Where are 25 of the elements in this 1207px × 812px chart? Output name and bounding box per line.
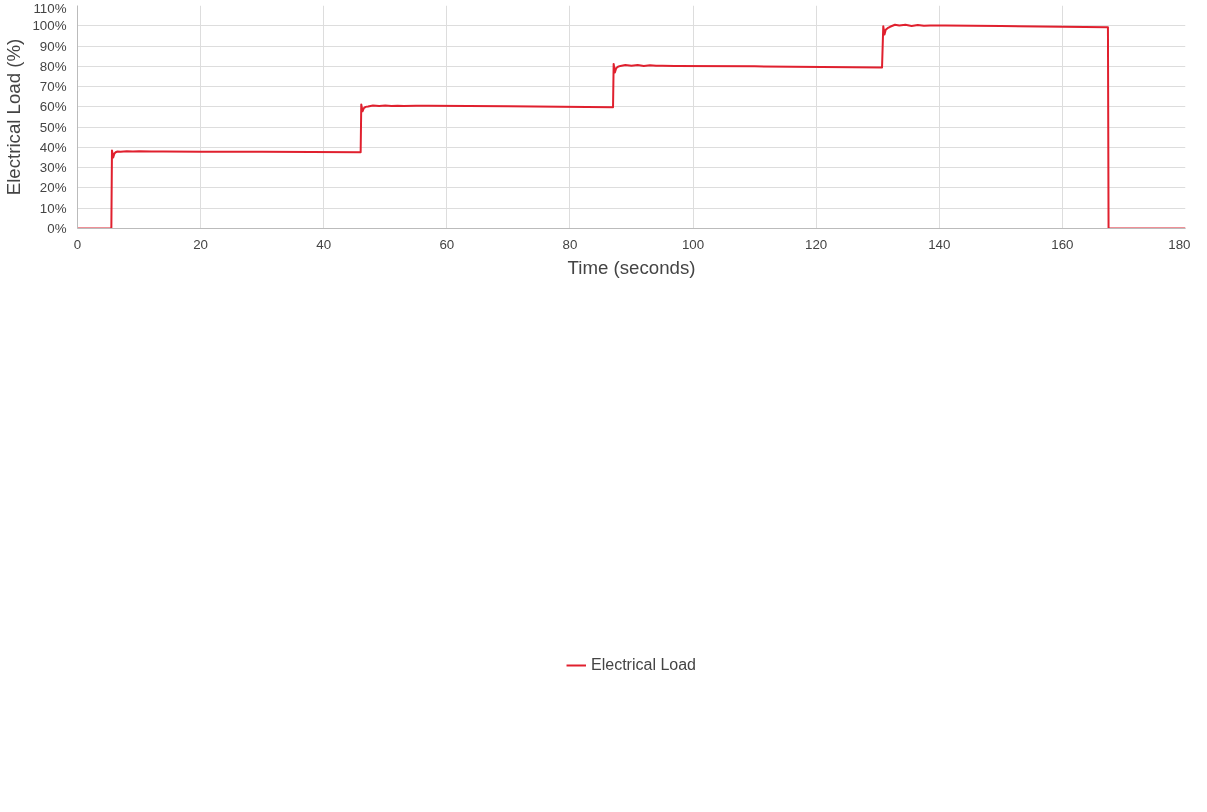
x-tick-label: 100 <box>681 236 705 252</box>
y-tick-label: 30% <box>39 160 67 176</box>
y-tick-label: 60% <box>39 99 67 115</box>
y-tick-label: 50% <box>39 119 67 135</box>
y-axis-title: Electrical Load (%) <box>3 38 25 196</box>
x-tick-label: 60 <box>439 236 455 252</box>
x-tick-label: 0 <box>73 236 82 252</box>
x-tick-label: 80 <box>562 236 578 252</box>
y-tick-label: 40% <box>39 139 67 155</box>
y-tick-label: 110% <box>33 0 67 16</box>
x-tick-label: 20 <box>193 236 209 252</box>
y-tick-label: 100% <box>32 18 67 34</box>
x-tick-label: 180 <box>1168 236 1191 252</box>
y-tick-label: 90% <box>39 38 67 54</box>
y-tick-label: 10% <box>39 200 67 216</box>
y-tick-label: 70% <box>39 79 67 95</box>
x-tick-label: 120 <box>805 236 828 252</box>
x-tick-label: 160 <box>1051 236 1074 252</box>
x-axis-title: Time (seconds) <box>567 256 696 278</box>
y-tick-label: 80% <box>39 58 67 74</box>
legend-label: Electrical Load <box>591 656 696 674</box>
y-tick-label: 20% <box>39 180 67 196</box>
x-tick-label: 40 <box>316 236 332 252</box>
y-tick-label: 0% <box>47 221 67 236</box>
x-tick-label: 140 <box>928 236 951 252</box>
